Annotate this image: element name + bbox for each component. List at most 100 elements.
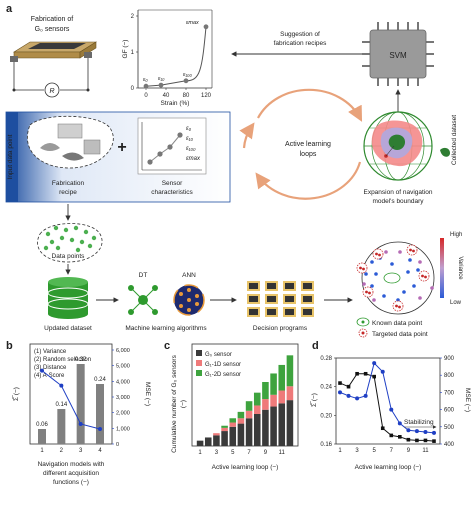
active-learning-loop bbox=[239, 88, 363, 200]
panel-d-ltick: 0.24 bbox=[320, 385, 332, 391]
target-ring bbox=[356, 262, 368, 274]
sensor-char-line1: Sensor bbox=[162, 180, 183, 187]
active-learning-line2: loops bbox=[300, 151, 317, 158]
data-points-label: Data points bbox=[52, 253, 86, 260]
sensor-count-bar bbox=[229, 418, 237, 423]
decision-programs-label: Decision programs bbox=[253, 325, 308, 332]
legend-known-label: Known data point bbox=[372, 320, 422, 327]
decision-chip bbox=[265, 294, 278, 304]
mse-point-d bbox=[380, 369, 385, 374]
panel-b-xlabel-1: Navigation models with bbox=[38, 461, 105, 468]
sensor-char-label: ε₁₀₀ bbox=[186, 146, 196, 152]
gf-point bbox=[143, 83, 149, 89]
target-ring bbox=[362, 286, 374, 298]
acquisition-function-item: (2) Random selection bbox=[34, 357, 91, 363]
strain-axis-label: Strain (%) bbox=[161, 100, 190, 107]
panel-d-xlabel: Active learning loop (−) bbox=[355, 464, 422, 471]
target-dot bbox=[409, 248, 412, 252]
sensor-count-bar bbox=[278, 390, 286, 404]
scatter-point-mid bbox=[418, 296, 422, 300]
sigma-point bbox=[346, 384, 351, 389]
data-point-dot bbox=[87, 243, 93, 249]
scatter-point-mid bbox=[362, 282, 366, 286]
mse-point-d bbox=[423, 429, 428, 434]
scatter-point-low bbox=[408, 258, 412, 262]
scatter-point-mid bbox=[398, 250, 402, 254]
panel-b-xlabel-2: different acquisition bbox=[43, 470, 99, 477]
input-data-band bbox=[6, 112, 18, 202]
panel-c-xtick: 3 bbox=[215, 450, 219, 456]
decision-chip bbox=[283, 307, 296, 317]
decision-chip bbox=[247, 307, 260, 317]
gf-xtick-label: 80 bbox=[183, 93, 190, 99]
panel-b-label: b bbox=[6, 340, 13, 352]
data-point-dot bbox=[45, 231, 51, 237]
panel-a-label: a bbox=[6, 3, 13, 15]
sigma-point bbox=[423, 438, 428, 443]
panel-b-xtick: 2 bbox=[60, 448, 64, 454]
data-point-dot bbox=[75, 247, 81, 253]
panel-b-rtick: 0 bbox=[116, 442, 119, 448]
panel-c-xlabel: Active learning loop (−) bbox=[212, 464, 279, 471]
sensor-count-bar bbox=[213, 433, 220, 436]
gf-point bbox=[183, 78, 189, 84]
variance-label: Variance bbox=[457, 256, 463, 280]
sensor-char-plot bbox=[141, 122, 202, 171]
sensor-count-bar bbox=[286, 355, 294, 387]
sigma-point bbox=[389, 433, 394, 438]
gf-ytick-label: 1 bbox=[131, 50, 135, 56]
plus-sign: + bbox=[117, 139, 126, 156]
targeted-data-points bbox=[356, 244, 430, 312]
panel-c-ylabel-1: Cumulative number of G₀ sensors bbox=[171, 354, 178, 452]
sensor-count-bar bbox=[253, 392, 261, 406]
panel-d-ylabel-left: Σ̅ (−) bbox=[310, 393, 318, 407]
expansion-line1: Expansion of navigation bbox=[363, 189, 432, 196]
sensor-count-bar bbox=[278, 364, 286, 391]
gf-ytick-label: 0 bbox=[131, 86, 135, 92]
sensor-count-bar bbox=[286, 400, 294, 446]
acquisition-function-item: (1) Variance bbox=[34, 349, 67, 355]
sigma-point bbox=[355, 371, 359, 376]
gf-xtick-label: 120 bbox=[201, 93, 212, 99]
recipe-line1: Fabrication bbox=[52, 180, 85, 187]
gf-axis-label: GF (−) bbox=[122, 40, 129, 59]
dt-label: DT bbox=[139, 272, 148, 279]
collected-dataset-icon bbox=[440, 147, 450, 157]
panel-b: b (1) Variance (2) Random selection (3) Di… bbox=[6, 340, 151, 486]
variance-colorbar bbox=[440, 238, 444, 298]
mse-point bbox=[40, 368, 44, 373]
ml-algorithms-label: Machine learning algorithms bbox=[125, 325, 207, 332]
panel-c-xtick: 1 bbox=[198, 450, 202, 456]
mse-point bbox=[98, 427, 102, 431]
gf-ytick-label: 2 bbox=[131, 14, 135, 20]
gf-curve bbox=[145, 26, 207, 87]
gf-point-label: ε₁₀₀ bbox=[183, 72, 192, 78]
target-dot bbox=[362, 267, 365, 271]
target-dot bbox=[378, 253, 381, 257]
scatter-point-mid bbox=[430, 286, 434, 290]
panel-d-rtick: 700 bbox=[444, 390, 455, 396]
panel-b-ylabel-right: MSE (−) bbox=[144, 382, 151, 406]
fabrication-title-line1: Fabrication of bbox=[31, 16, 73, 23]
target-dot bbox=[365, 290, 368, 294]
panel-c-legend-swatch bbox=[196, 370, 202, 376]
gf-point-label: εmax bbox=[186, 20, 199, 26]
sigma-point bbox=[406, 437, 411, 442]
recipe-materials bbox=[40, 123, 101, 161]
data-point-dots bbox=[43, 225, 97, 253]
scatter-point-mid bbox=[372, 298, 376, 302]
sensor-count-bar bbox=[204, 437, 212, 446]
sigma-point bbox=[415, 438, 419, 443]
scatter-point-low bbox=[364, 272, 368, 276]
panel-c-xtick: 5 bbox=[231, 450, 235, 456]
panel-b-xtick: 3 bbox=[79, 448, 83, 454]
decision-chip bbox=[247, 281, 260, 291]
mse-point-d bbox=[363, 393, 368, 398]
sigma-point bbox=[372, 374, 376, 379]
target-dot bbox=[359, 266, 362, 270]
acquisition-bar-label: 0.14 bbox=[55, 402, 67, 408]
data-point-dot bbox=[49, 239, 55, 245]
panel-d-rtick: 400 bbox=[444, 442, 455, 448]
target-dot bbox=[375, 252, 378, 256]
panel-b-rtick: 6,000 bbox=[116, 348, 130, 354]
